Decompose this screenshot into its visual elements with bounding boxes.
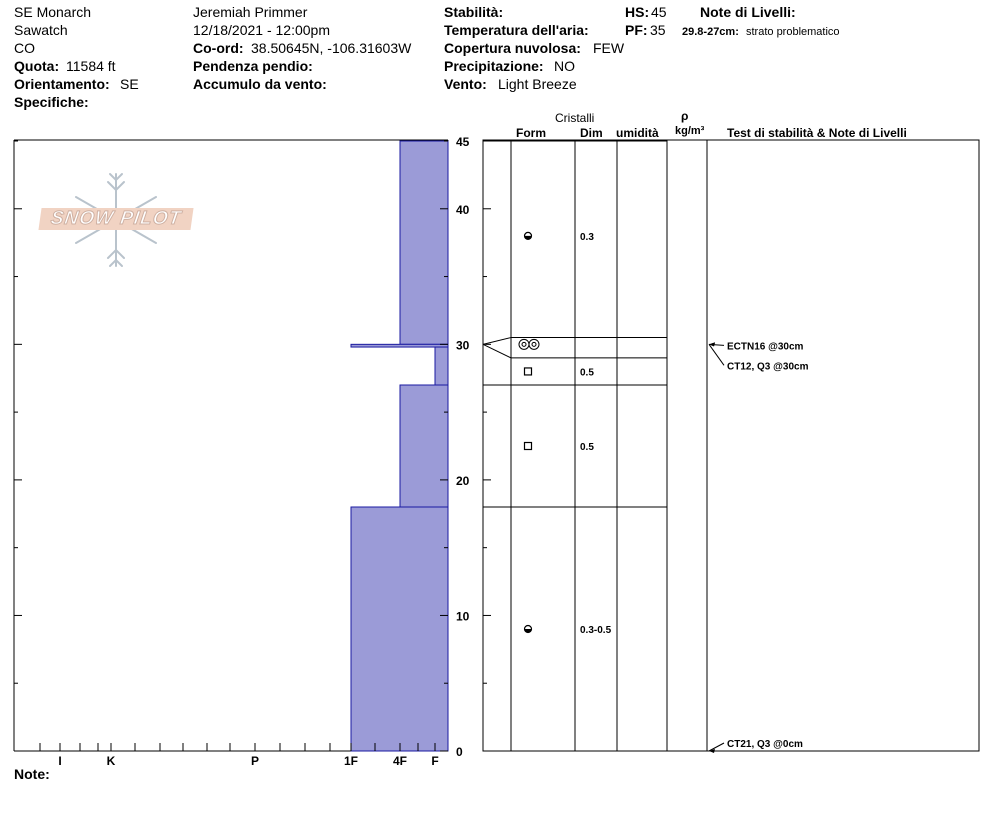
observation-datetime: 12/18/2021 - 12:00pm <box>193 22 330 38</box>
layer-notes-label: Note di Livelli: <box>700 4 796 20</box>
elevation-value: 11584 ft <box>66 58 116 74</box>
hardness-bar <box>399 384 449 508</box>
layer-table-ticks <box>483 140 491 752</box>
pf-label: PF: <box>625 22 648 38</box>
boundary-connector <box>482 343 512 359</box>
slope-label: Pendenza pendio: <box>193 58 313 74</box>
hs-label: HS: <box>625 4 650 20</box>
precip-value: NO <box>554 58 575 74</box>
layer-boundaries <box>482 140 667 508</box>
pf-value: 35 <box>650 22 666 38</box>
air-temp-label: Temperatura dell'aria: <box>444 22 589 38</box>
stability-notes-heading: Test di stabilità & Note di Livelli <box>727 126 907 140</box>
state-name: CO <box>14 40 35 56</box>
stability-label: Stabilità: <box>444 4 504 20</box>
hardness-tick-label: I <box>58 754 61 768</box>
stability-tests: ECTN16 @30cm CT12, Q3 @30cm CT21, Q3 @0cm <box>708 341 809 753</box>
coords-label: Co-ord: <box>193 40 244 56</box>
layer-note-text: strato problematico <box>746 26 840 38</box>
hardness-tick-labels: I K P 1F 4F F <box>58 754 438 768</box>
depth-tick-label: 20 <box>456 474 470 488</box>
precip-label: Precipitazione: <box>444 58 544 74</box>
rounded-grains-fill <box>524 235 532 240</box>
hardness-bar <box>399 140 449 345</box>
hardness-tick-label: K <box>107 754 116 768</box>
notes-label: Note: <box>14 766 50 782</box>
hardness-tick-label: F <box>431 754 438 768</box>
stability-test-label: ECTN16 @30cm <box>727 341 804 352</box>
cloud-value: FEW <box>593 40 625 56</box>
depth-tick-label: 45 <box>456 135 470 149</box>
surface-hoar-icon-inner <box>521 341 527 347</box>
grain-size-label: 0.5 <box>580 442 594 453</box>
hardness-tick-label: 4F <box>393 754 407 768</box>
layer-note-range: 29.8-27cm: <box>682 26 739 38</box>
size-heading: Dim <box>580 126 603 140</box>
density-symbol: ρ <box>681 109 689 123</box>
layer-table-frame <box>482 139 980 752</box>
test-arrow-line <box>708 742 725 752</box>
surface-hoar-icon-inner <box>531 341 537 347</box>
hs-value: 45 <box>651 4 667 20</box>
surface-hoar-icon <box>518 338 530 350</box>
snowpilot-logo: SNOW PILOT <box>36 170 196 270</box>
depth-tick-labels: 45 40 30 20 10 0 <box>456 135 470 759</box>
depth-tick-label: 40 <box>456 203 470 217</box>
hardness-ticks <box>39 743 436 751</box>
moisture-heading: umidità <box>616 126 659 140</box>
depth-tick-label: 30 <box>456 338 470 352</box>
test-arrowhead <box>709 749 715 753</box>
hardness-bars <box>350 140 449 752</box>
faceted-crystals-icon <box>523 441 533 451</box>
hardness-bar <box>350 343 449 348</box>
elevation-label: Quota: <box>14 58 60 74</box>
wind-value: Light Breeze <box>498 76 577 92</box>
boundary-connector <box>482 337 512 345</box>
wind-label: Vento: <box>444 76 487 92</box>
aspect-value: SE <box>120 76 139 92</box>
grain-size-label: 0.3 <box>580 232 594 243</box>
depth-ticks-left <box>14 140 22 752</box>
location-name: SE Monarch <box>14 4 92 20</box>
grain-size-label: 0.5 <box>580 367 594 378</box>
test-arrow-line <box>708 344 725 366</box>
range-name: Sawatch <box>14 22 68 38</box>
grain-size-label: 0.3-0.5 <box>580 625 612 636</box>
form-heading: Form <box>516 126 546 140</box>
specifics-label: Specifiche: <box>14 94 89 110</box>
coords-value: 38.50645N, -106.31603W <box>251 40 412 56</box>
aspect-label: Orientamento: <box>14 76 110 92</box>
depth-ticks-right <box>440 140 448 752</box>
layer-grain-forms: 0.3 0.5 0.5 0.3-0.5 <box>518 231 612 636</box>
stability-test-label: CT12, Q3 @30cm <box>727 361 809 372</box>
crystals-heading: Cristalli <box>555 111 595 125</box>
depth-tick-label: 0 <box>456 745 463 759</box>
hardness-bar <box>434 346 449 386</box>
cloud-label: Copertura nuvolosa: <box>444 40 581 56</box>
observer-name: Jeremiah Primmer <box>193 4 308 20</box>
hardness-tick-label: P <box>251 754 259 768</box>
faceted-crystals-icon <box>523 367 533 376</box>
rounded-grains-fill <box>524 629 532 633</box>
depth-tick-label: 10 <box>456 609 470 623</box>
test-arrowhead <box>709 342 715 347</box>
stability-test-label: CT21, Q3 @0cm <box>727 739 803 750</box>
hardness-bar <box>350 506 449 752</box>
surface-hoar-icon <box>528 338 540 350</box>
hardness-tick-label: 1F <box>344 754 358 768</box>
wind-loading-label: Accumulo da vento: <box>193 76 327 92</box>
density-unit: kg/m³ <box>675 125 705 137</box>
